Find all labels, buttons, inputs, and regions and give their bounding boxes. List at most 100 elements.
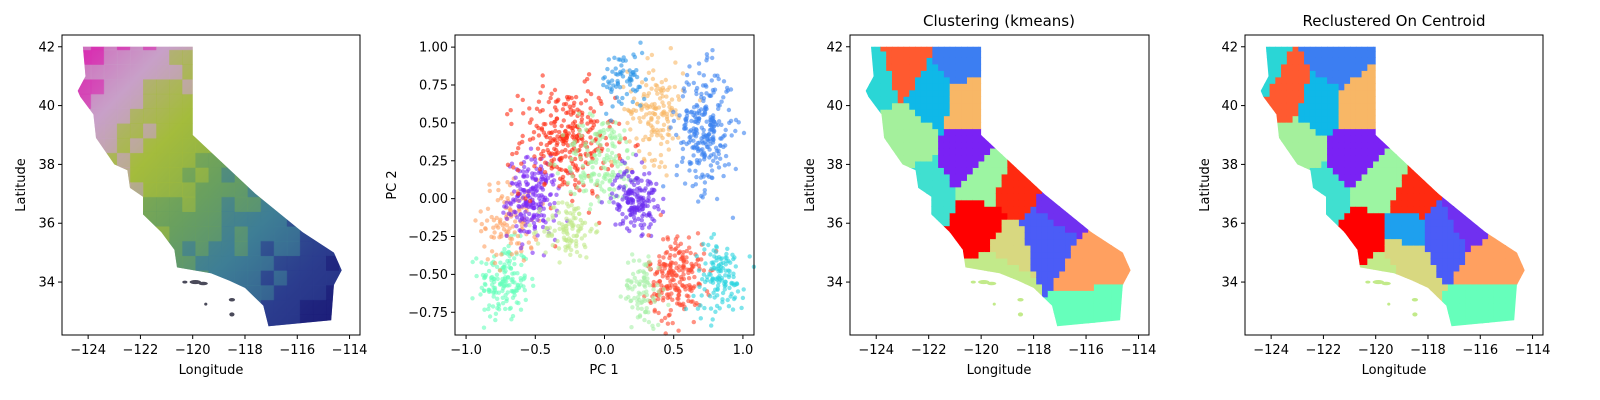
cluster-cell <box>1076 83 1083 91</box>
cluster-cell <box>1122 303 1130 311</box>
cluster-cell <box>920 57 928 65</box>
cluster-cell <box>1076 70 1083 78</box>
cluster-cell <box>1041 186 1049 194</box>
cluster-cell <box>955 283 962 291</box>
cluster-cell <box>1001 238 1008 246</box>
cluster-cell <box>996 38 1002 45</box>
scatter-point <box>721 95 726 100</box>
cluster-cell <box>1047 128 1055 136</box>
scatter-point <box>636 84 641 90</box>
cluster-cell <box>966 316 974 324</box>
scatter-point <box>719 122 724 128</box>
cluster-cell <box>915 219 922 227</box>
cluster-cell <box>909 167 916 175</box>
cluster-cell <box>972 270 980 278</box>
cluster-cell <box>1001 96 1008 104</box>
scatter-point <box>570 174 575 179</box>
cluster-cell <box>961 96 968 104</box>
scatter-point <box>606 173 611 178</box>
cluster-cell <box>1134 122 1140 129</box>
cluster-cell <box>1263 238 1271 246</box>
map-cell <box>286 285 301 301</box>
cluster-cell <box>915 206 922 214</box>
cluster-cell <box>1030 296 1037 304</box>
scatter-point <box>665 87 670 93</box>
map-cell <box>143 196 157 212</box>
cluster-cell <box>1263 257 1271 266</box>
cluster-cell <box>915 109 922 117</box>
cluster-cell <box>909 206 916 214</box>
cluster-cell <box>1065 96 1072 104</box>
cluster-cell <box>915 147 922 156</box>
cluster-cell <box>920 309 928 317</box>
cluster-cell <box>1099 245 1107 253</box>
scatter-point <box>716 119 722 124</box>
map-cell <box>273 314 288 327</box>
scatter-point <box>474 273 479 279</box>
cluster-cell <box>926 167 933 175</box>
scatter-point <box>652 205 657 210</box>
map-cell <box>312 49 327 65</box>
cluster-cell <box>943 283 951 291</box>
scatter-point <box>519 161 524 166</box>
map-cell <box>208 123 222 139</box>
cluster-cell <box>955 251 962 259</box>
cluster-cell <box>995 96 1003 104</box>
cluster-cell <box>1123 38 1129 45</box>
cluster-cell <box>1036 251 1043 259</box>
cluster-cell <box>1088 193 1095 201</box>
cluster-cell <box>972 70 980 78</box>
cluster-cell <box>915 322 922 327</box>
cluster-cell <box>1001 245 1008 253</box>
y-tick-label: −0.25 <box>408 230 448 245</box>
map-cell <box>247 79 262 95</box>
scatter-point <box>661 122 667 128</box>
cluster-cell <box>1065 50 1072 58</box>
map-cell <box>169 285 183 301</box>
cluster-cell <box>938 206 945 214</box>
scatter-point <box>533 237 539 242</box>
cluster-cell <box>1047 219 1055 227</box>
cluster-cell <box>1024 46 1032 52</box>
cluster-cell <box>972 257 980 266</box>
scatter-point <box>494 215 499 221</box>
map-cell <box>286 226 301 242</box>
scatter-point <box>692 131 697 136</box>
map-cell <box>221 167 236 183</box>
cluster-cell <box>949 290 957 298</box>
cluster-cell <box>990 225 997 233</box>
map-cell <box>90 46 105 51</box>
scatter-point <box>659 80 664 85</box>
cluster-cell <box>1128 193 1131 201</box>
cluster-cell <box>1053 264 1060 272</box>
scatter-point <box>635 306 641 311</box>
cluster-cell <box>1013 238 1020 246</box>
cluster-cell <box>984 70 991 78</box>
cluster-cell <box>880 141 887 149</box>
cluster-cell <box>995 160 1003 168</box>
scatter-point <box>616 207 622 213</box>
cluster-cell <box>1013 76 1020 84</box>
cluster-cell <box>1263 309 1271 317</box>
cluster-cell <box>1088 186 1095 194</box>
cluster-cell <box>1117 167 1124 175</box>
cluster-cell <box>915 193 922 201</box>
cluster-cell <box>1019 38 1025 45</box>
cluster-cell <box>1263 109 1271 117</box>
map-cell <box>299 79 314 95</box>
cluster-cell <box>874 303 882 311</box>
cluster-cell <box>1076 296 1083 304</box>
scatter-point <box>660 209 666 215</box>
cluster-cell <box>1047 257 1055 266</box>
scatter-point <box>544 225 549 231</box>
scatter-point <box>698 303 703 308</box>
cluster-cell <box>932 154 939 162</box>
cluster-cell <box>891 83 899 91</box>
cluster-cell <box>874 76 882 84</box>
cluster-cell <box>1134 245 1140 252</box>
cluster-cell <box>903 290 910 298</box>
cluster-cell <box>932 173 939 181</box>
cluster-cell <box>1269 283 1276 291</box>
map-cell <box>247 123 262 139</box>
cluster-cell <box>938 128 945 136</box>
